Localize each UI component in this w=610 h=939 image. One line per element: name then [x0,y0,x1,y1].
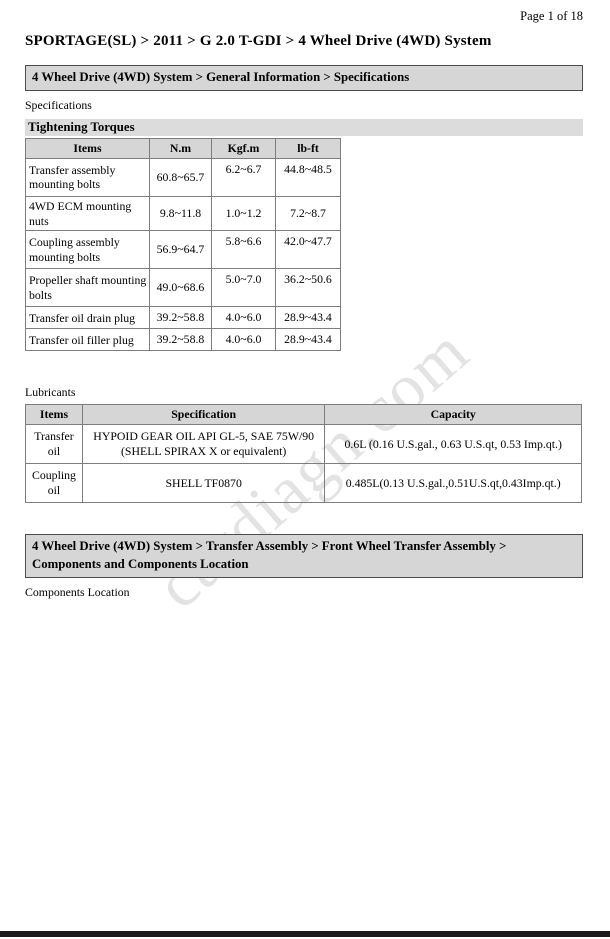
torque-item-cell: Transfer oil filler plug [25,328,150,352]
torque-kgfm-cell: 5.0~7.0 [211,268,276,308]
table-row: Coupling oil SHELL TF0870 0.485L(0.13 U.… [25,463,582,504]
lubricants-label: Lubricants [25,385,76,400]
col-header-items: Items [25,404,83,426]
torque-nm-cell: 39.2~58.8 [149,328,212,352]
specifications-label: Specifications [25,97,92,112]
col-header-items: Items [25,137,150,159]
torque-lbft-cell: 7.2~8.7 [275,195,341,232]
col-header-nm: N.m [149,137,212,159]
breadcrumb-title: SPORTAGE(SL) > 2011 > G 2.0 T-GDI > 4 Wh… [25,33,492,49]
table-row: Transfer oil HYPOID GEAR OIL API GL-5, S… [25,424,582,465]
tightening-torques-title: Tightening Torques [25,118,583,136]
torque-item-cell: 4WD ECM mounting nuts [25,195,150,232]
torque-lbft-cell: 36.2~50.6 [275,268,341,308]
torque-kgfm-cell: 6.2~6.7 [211,157,276,197]
table-row: Transfer assembly mounting bolts 60.8~65… [25,157,341,197]
document-page: Page 1 of 18 SPORTAGE(SL) > 2011 > G 2.0… [25,9,583,600]
page-number-indicator: Page 1 of 18 [520,9,583,23]
torque-lbft-cell: 28.9~43.4 [275,328,341,352]
torque-kgfm-cell: 4.0~6.0 [211,306,276,330]
torque-nm-cell: 60.8~65.7 [149,157,212,197]
torque-item-cell: Coupling assembly mounting bolts [25,230,150,270]
table-header-row: Items N.m Kgf.m lb-ft [25,137,341,159]
torque-lbft-cell: 44.8~48.5 [275,157,341,197]
lubricants-table: Items Specification Capacity Transfer oi… [25,404,582,504]
torque-kgfm-cell: 1.0~1.2 [211,195,276,232]
table-row: Coupling assembly mounting bolts 56.9~64… [25,230,341,270]
table-row: 4WD ECM mounting nuts 9.8~11.8 1.0~1.2 7… [25,195,341,232]
torque-nm-cell: 56.9~64.7 [149,230,212,270]
bottom-edge-bar [0,931,610,937]
torque-nm-cell: 9.8~11.8 [149,195,212,232]
table-row: Transfer oil drain plug 39.2~58.8 4.0~6.… [25,306,341,330]
torque-item-cell: Transfer assembly mounting bolts [25,157,150,197]
torque-item-cell: Propeller shaft mounting bolts [25,268,150,308]
torque-nm-cell: 39.2~58.8 [149,306,212,330]
tightening-torques-table: Items N.m Kgf.m lb-ft Transfer assembly … [25,137,341,352]
col-header-capacity: Capacity [324,404,582,426]
table-header-row: Items Specification Capacity [25,404,582,426]
lubricant-spec-cell: HYPOID GEAR OIL API GL-5, SAE 75W/90 (SH… [81,424,326,465]
torque-nm-cell: 49.0~68.6 [149,268,212,308]
torque-kgfm-cell: 5.8~6.6 [211,230,276,270]
torque-lbft-cell: 42.0~47.7 [275,230,341,270]
lubricant-item-cell: Coupling oil [25,463,83,504]
col-header-kgfm: Kgf.m [211,137,276,159]
col-header-lbft: lb-ft [275,137,341,159]
lubricant-capacity-cell: 0.485L(0.13 U.S.gal.,0.51U.S.qt,0.43Imp.… [324,463,582,504]
table-row: Propeller shaft mounting bolts 49.0~68.6… [25,268,341,308]
col-header-specification: Specification [81,404,326,426]
table-row: Transfer oil filler plug 39.2~58.8 4.0~6… [25,328,341,352]
section-banner-components-location: 4 Wheel Drive (4WD) System > Transfer As… [25,534,583,579]
torque-lbft-cell: 28.9~43.4 [275,306,341,330]
torque-item-cell: Transfer oil drain plug [25,306,150,330]
torque-kgfm-cell: 4.0~6.0 [211,328,276,352]
lubricant-item-cell: Transfer oil [25,424,83,465]
lubricant-capacity-cell: 0.6L (0.16 U.S.gal., 0.63 U.S.qt, 0.53 I… [324,424,582,465]
section-banner-specifications: 4 Wheel Drive (4WD) System > General Inf… [25,65,583,91]
components-location-label: Components Location [25,585,130,600]
lubricant-spec-cell: SHELL TF0870 [81,463,326,504]
